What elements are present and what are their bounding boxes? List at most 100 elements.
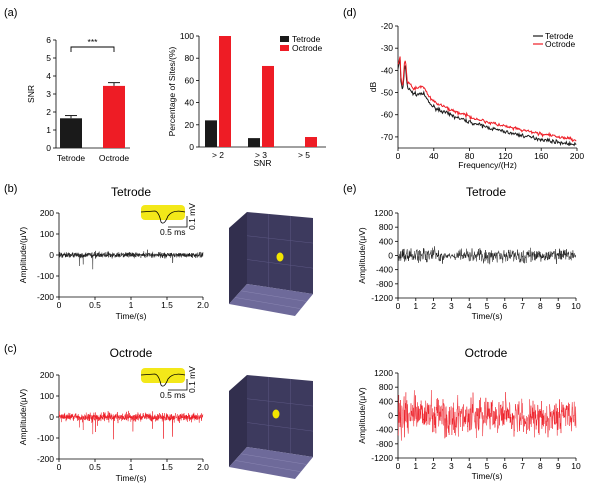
cube-side-wall — [229, 212, 247, 304]
octrode-lfp-chart: 1200 800 400 0 -400 -800 -1200 Amplitude/(μV) Ti… — [357, 368, 581, 481]
x-axis-label: SNR — [254, 158, 272, 168]
x-tick-label: 9 — [556, 301, 561, 311]
signal-trace — [397, 246, 576, 265]
y-tick-label: 400 — [379, 396, 393, 406]
signal-trace — [58, 249, 204, 270]
octrode-3d-cluster-plot — [229, 375, 314, 479]
grid-line — [246, 422, 314, 432]
x-tick-label: 2 — [431, 461, 436, 471]
chart-title-b: Tetrode — [111, 185, 151, 199]
y-tick-label: -100 — [37, 271, 54, 281]
y-tick-label: -70 — [381, 132, 394, 142]
x-tick-label: 5 — [485, 301, 490, 311]
bar-octrode — [262, 65, 274, 147]
x-axis-label: Frequency/(Hz) — [458, 160, 517, 170]
x-tick-label: 2.0 — [197, 462, 209, 472]
y-tick-label: -60 — [381, 110, 394, 120]
grid-line — [234, 297, 301, 309]
y-tick-label: 1200 — [374, 208, 393, 218]
legend-label: Tetrode — [292, 34, 321, 44]
significance-stars: *** — [88, 37, 99, 47]
x-tick-label: 6 — [502, 301, 507, 311]
y-tick-label: -100 — [37, 433, 54, 443]
y-tick-label: 1200 — [374, 368, 393, 378]
x-tick-label: 3 — [449, 301, 454, 311]
y-tick-label: 40 — [185, 98, 195, 108]
y-tick-label: 4 — [46, 71, 51, 81]
octrode-trace-chart: 200 100 0 -100 -200 Amplitude/(μV) Time/(s) 0 0.… — [18, 366, 209, 483]
x-tick-label: 8 — [538, 301, 543, 311]
y-tick-label: 0 — [49, 250, 54, 260]
legend-swatch — [280, 45, 289, 51]
x-tick-label: 10 — [571, 461, 581, 471]
spike-cluster — [276, 252, 284, 262]
y-axis-label: Percentage of Sites/(%) — [167, 46, 177, 136]
grid-line — [234, 460, 301, 472]
y-tick-label: 60 — [185, 75, 195, 85]
series-line-octrode — [397, 56, 577, 143]
spike-waveform — [140, 210, 186, 224]
y-tick-label: 0 — [388, 411, 393, 421]
y-tick-label: -40 — [381, 65, 394, 75]
y-axis-label: Amplitude/(μV) — [18, 389, 28, 446]
y-tick-label: 0 — [49, 412, 54, 422]
y-tick-label: -200 — [37, 292, 54, 302]
grid-line — [240, 290, 307, 302]
x-tick-label: 0 — [57, 462, 62, 472]
power-spectrum-chart: -20 -30 -40 -50 -60 -70 dB Frequency/(Hz) 0 40 80 1… — [368, 21, 584, 170]
legend-label: Octrode — [292, 43, 323, 53]
bar-octrode — [219, 36, 231, 147]
spike-waveform — [140, 373, 186, 387]
scale-bar-time-label: 0.5 ms — [160, 227, 186, 237]
x-tick-label: 200 — [570, 151, 584, 161]
y-tick-label: 800 — [379, 382, 393, 392]
x-tick-label: > 3 — [255, 150, 267, 160]
x-tick-label: 2 — [431, 301, 436, 311]
scale-bar-amp-label: 0.1 mV — [187, 366, 197, 393]
y-tick-label: 5 — [46, 53, 51, 63]
legend-label: Tetrode — [545, 31, 574, 41]
panel-label-d: (d) — [343, 7, 356, 19]
bar-octrode — [305, 137, 317, 147]
x-tick-label: 0 — [396, 461, 401, 471]
y-tick-label: -400 — [376, 265, 393, 275]
x-tick-label: 4 — [467, 301, 472, 311]
bar-tetrode — [248, 138, 260, 147]
scale-bar — [168, 216, 188, 228]
signal-trace — [397, 390, 577, 441]
x-tick-label: 3 — [449, 461, 454, 471]
tetrode-3d-cluster-plot — [229, 212, 314, 316]
x-tick-label: 160 — [534, 151, 548, 161]
spike-waveform-band — [141, 368, 185, 383]
x-tick-label: 7 — [520, 301, 525, 311]
chart-title-e-top: Tetrode — [466, 185, 506, 199]
y-axis-label: SNR — [26, 85, 36, 103]
y-tick-label: -50 — [381, 88, 394, 98]
x-tick-label: 4 — [467, 461, 472, 471]
signal-trace — [58, 410, 204, 440]
x-tick-label: 1 — [129, 462, 134, 472]
scale-bar — [168, 379, 188, 391]
x-tick-label: 5 — [485, 461, 490, 471]
bar-tetrode — [60, 118, 82, 148]
x-tick-label: 0 — [396, 301, 401, 311]
panel-label-a: (a) — [4, 7, 17, 19]
y-tick-label: 200 — [40, 208, 54, 218]
x-tick-label: 2.0 — [197, 300, 209, 310]
x-tick-label: Tetrode — [57, 153, 86, 163]
panel-label-c: (c) — [4, 343, 17, 355]
panel-label-b: (b) — [4, 183, 17, 195]
x-tick-label: 80 — [465, 151, 475, 161]
y-tick-label: -1200 — [371, 293, 393, 303]
y-tick-label: -30 — [381, 43, 394, 53]
x-tick-label: 1 — [413, 301, 418, 311]
y-tick-label: -1200 — [371, 453, 393, 463]
y-tick-label: 3 — [46, 89, 51, 99]
x-tick-label: > 2 — [212, 150, 224, 160]
grid-line — [246, 235, 314, 244]
x-axis-label: Time/(s) — [116, 311, 147, 321]
y-axis-label: Amplitude/(μV) — [18, 227, 28, 284]
y-tick-label: 0 — [388, 251, 393, 261]
x-tick-label: 1 — [413, 461, 418, 471]
